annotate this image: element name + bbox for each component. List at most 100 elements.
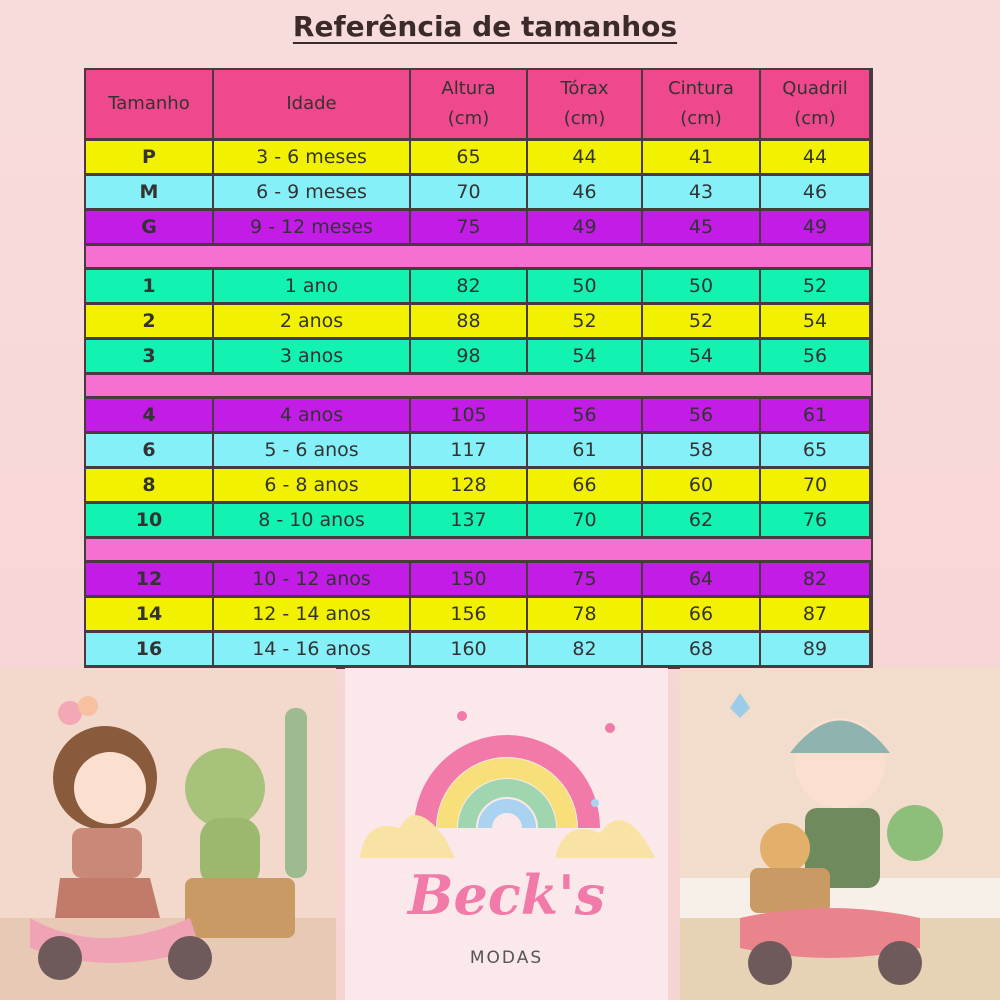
- table-cell: 70: [411, 176, 526, 208]
- size-cell: 16: [86, 633, 212, 665]
- table-cell: 78: [528, 598, 641, 630]
- logo-subtitle: MODAS: [469, 948, 544, 968]
- table-cell: 58: [643, 434, 759, 466]
- table-cell: 50: [528, 270, 641, 302]
- group-separator: [86, 375, 871, 396]
- table-cell: 137: [411, 504, 526, 536]
- table-cell: 82: [761, 563, 869, 595]
- table-cell: 56: [761, 340, 869, 372]
- table-cell: 12 - 14 anos: [214, 598, 409, 630]
- title: Referência de tamanhos: [0, 10, 970, 43]
- table-cell: 54: [528, 340, 641, 372]
- table-cell: 3 anos: [214, 340, 409, 372]
- table-cell: 75: [411, 211, 526, 243]
- size-cell: 2: [86, 305, 212, 337]
- table-cell: 82: [411, 270, 526, 302]
- table-cell: 64: [643, 563, 759, 595]
- table-cell: 2 anos: [214, 305, 409, 337]
- table-cell: 44: [528, 141, 641, 173]
- header-cell: Tamanho: [86, 70, 212, 138]
- header-cell: Idade: [214, 70, 409, 138]
- table-cell: 6 - 9 meses: [214, 176, 409, 208]
- size-cell: M: [86, 176, 212, 208]
- logo-name: Beck's: [407, 863, 606, 927]
- boy-illustration: [680, 668, 1000, 1000]
- table-cell: 49: [761, 211, 869, 243]
- size-table: Tamanho Idade Altura (cm) Tórax (cm) Cintura…: [84, 68, 873, 669]
- table-cell: 117: [411, 434, 526, 466]
- size-cell: G: [86, 211, 212, 243]
- group-separator: [86, 539, 871, 560]
- table-cell: 60: [643, 469, 759, 501]
- table-cell: 156: [411, 598, 526, 630]
- group-separator: [86, 246, 871, 267]
- table-cell: 6 - 8 anos: [214, 469, 409, 501]
- table-cell: 54: [761, 305, 869, 337]
- header-text: Altura (cm): [441, 78, 496, 129]
- table-cell: 105: [411, 399, 526, 431]
- table-cell: 150: [411, 563, 526, 595]
- logo-panel: Beck's MODAS: [345, 668, 668, 1000]
- size-cell: 1: [86, 270, 212, 302]
- table-cell: 4 anos: [214, 399, 409, 431]
- table-cell: 56: [528, 399, 641, 431]
- size-cell: 6: [86, 434, 212, 466]
- table-cell: 52: [761, 270, 869, 302]
- girl-illustration: [0, 668, 336, 1000]
- header-cell: Cintura (cm): [643, 70, 759, 138]
- table-cell: 10 - 12 anos: [214, 563, 409, 595]
- table-cell: 1 ano: [214, 270, 409, 302]
- table-cell: 50: [643, 270, 759, 302]
- table-cell: 98: [411, 340, 526, 372]
- table-cell: 41: [643, 141, 759, 173]
- table-cell: 56: [643, 399, 759, 431]
- header-text: Tórax (cm): [560, 78, 609, 129]
- size-cell: 12: [86, 563, 212, 595]
- table-cell: 66: [528, 469, 641, 501]
- size-cell: 3: [86, 340, 212, 372]
- header-cell: Quadril (cm): [761, 70, 869, 138]
- table-cell: 46: [528, 176, 641, 208]
- table-cell: 52: [528, 305, 641, 337]
- size-cell: 8: [86, 469, 212, 501]
- table-cell: 62: [643, 504, 759, 536]
- size-cell: 14: [86, 598, 212, 630]
- title-text: Referência de tamanhos: [292, 10, 678, 43]
- table-cell: 5 - 6 anos: [214, 434, 409, 466]
- table-cell: 44: [761, 141, 869, 173]
- size-cell: P: [86, 141, 212, 173]
- header-text: Quadril (cm): [782, 78, 848, 129]
- header-cell: Altura (cm): [411, 70, 526, 138]
- table-cell: 65: [761, 434, 869, 466]
- table-cell: 52: [643, 305, 759, 337]
- table-cell: 88: [411, 305, 526, 337]
- table-cell: 49: [528, 211, 641, 243]
- table-cell: 8 - 10 anos: [214, 504, 409, 536]
- table-cell: 82: [528, 633, 641, 665]
- header-text: Cintura (cm): [668, 78, 734, 129]
- rainbow: [360, 711, 655, 858]
- table-cell: 76: [761, 504, 869, 536]
- table-cell: 66: [643, 598, 759, 630]
- table-cell: 43: [643, 176, 759, 208]
- header-text: Idade: [286, 93, 337, 114]
- table-cell: 160: [411, 633, 526, 665]
- table-cell: 70: [528, 504, 641, 536]
- table-cell: 61: [528, 434, 641, 466]
- table-cell: 89: [761, 633, 869, 665]
- table-cell: 9 - 12 meses: [214, 211, 409, 243]
- size-cell: 4: [86, 399, 212, 431]
- table-cell: 70: [761, 469, 869, 501]
- table-cell: 128: [411, 469, 526, 501]
- table-cell: 68: [643, 633, 759, 665]
- size-cell: 10: [86, 504, 212, 536]
- table-cell: 65: [411, 141, 526, 173]
- header-text: Tamanho: [108, 93, 190, 114]
- header-cell: Tórax (cm): [528, 70, 641, 138]
- table-cell: 45: [643, 211, 759, 243]
- table-cell: 3 - 6 meses: [214, 141, 409, 173]
- table-cell: 87: [761, 598, 869, 630]
- table-cell: 61: [761, 399, 869, 431]
- table-cell: 54: [643, 340, 759, 372]
